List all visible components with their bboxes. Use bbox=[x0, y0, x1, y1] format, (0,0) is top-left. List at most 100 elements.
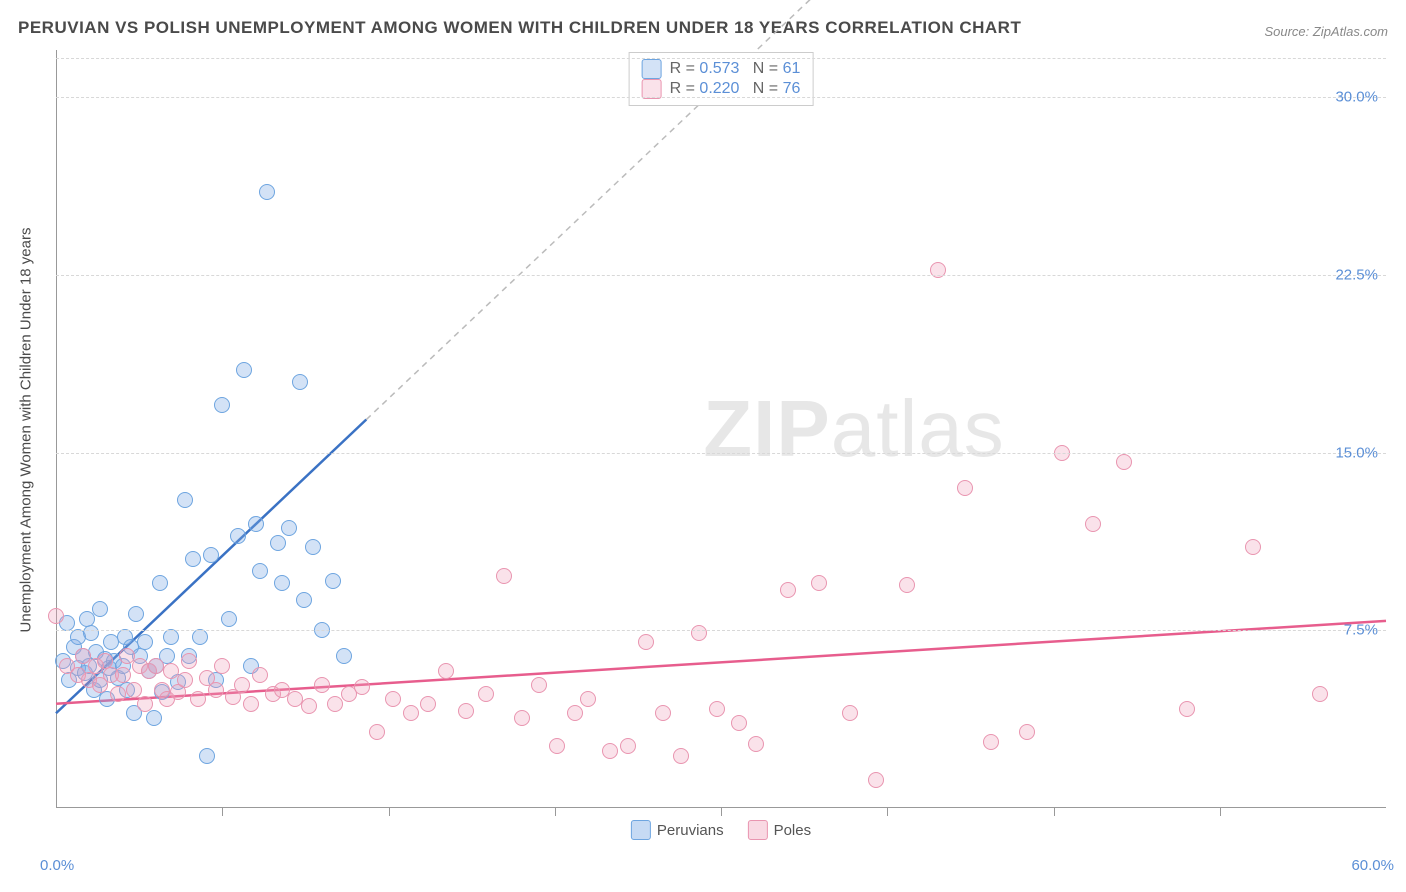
y-tick-label: 7.5% bbox=[1344, 622, 1378, 639]
y-tick-label: 30.0% bbox=[1335, 89, 1378, 106]
data-point bbox=[1085, 516, 1101, 532]
data-point bbox=[252, 667, 268, 683]
data-point bbox=[514, 710, 530, 726]
data-point bbox=[148, 658, 164, 674]
data-point bbox=[691, 625, 707, 641]
chart-area: ZIPatlas R = 0.573 N = 61R = 0.220 N = 7… bbox=[56, 50, 1386, 840]
data-point bbox=[1019, 724, 1035, 740]
data-point bbox=[221, 611, 237, 627]
data-point bbox=[137, 634, 153, 650]
data-point bbox=[203, 547, 219, 563]
data-point bbox=[243, 696, 259, 712]
data-point bbox=[709, 701, 725, 717]
x-tick bbox=[555, 808, 556, 816]
legend-swatch bbox=[748, 820, 768, 840]
gridline bbox=[56, 630, 1386, 631]
data-point bbox=[957, 480, 973, 496]
data-point bbox=[567, 705, 583, 721]
legend-swatch bbox=[631, 820, 651, 840]
data-point bbox=[580, 691, 596, 707]
chart-title: PERUVIAN VS POLISH UNEMPLOYMENT AMONG WO… bbox=[18, 18, 1021, 38]
y-tick-label: 22.5% bbox=[1335, 267, 1378, 284]
legend-label: Poles bbox=[774, 822, 812, 839]
data-point bbox=[811, 575, 827, 591]
data-point bbox=[983, 734, 999, 750]
data-point bbox=[496, 568, 512, 584]
data-point bbox=[48, 608, 64, 624]
data-point bbox=[354, 679, 370, 695]
data-point bbox=[252, 563, 268, 579]
data-point bbox=[478, 686, 494, 702]
series-legend: Peruvians Poles bbox=[631, 820, 811, 840]
x-tick bbox=[721, 808, 722, 816]
data-point bbox=[152, 575, 168, 591]
data-point bbox=[292, 374, 308, 390]
gridline bbox=[56, 453, 1386, 454]
data-point bbox=[177, 492, 193, 508]
data-point bbox=[305, 539, 321, 555]
x-tick bbox=[887, 808, 888, 816]
legend-row: R = 0.220 N = 76 bbox=[642, 79, 801, 99]
data-point bbox=[780, 582, 796, 598]
data-point bbox=[673, 748, 689, 764]
data-point bbox=[83, 625, 99, 641]
gridline bbox=[56, 275, 1386, 276]
data-point bbox=[314, 677, 330, 693]
data-point bbox=[126, 682, 142, 698]
y-tick-label: 15.0% bbox=[1335, 444, 1378, 461]
data-point bbox=[420, 696, 436, 712]
data-point bbox=[234, 677, 250, 693]
gridline bbox=[56, 58, 1386, 59]
data-point bbox=[236, 362, 252, 378]
legend-item: Poles bbox=[748, 820, 812, 840]
data-point bbox=[190, 691, 206, 707]
legend-swatch bbox=[642, 79, 662, 99]
data-point bbox=[602, 743, 618, 759]
legend-row: R = 0.573 N = 61 bbox=[642, 59, 801, 79]
x-tick bbox=[222, 808, 223, 816]
data-point bbox=[199, 748, 215, 764]
data-point bbox=[842, 705, 858, 721]
data-point bbox=[110, 686, 126, 702]
x-tick bbox=[389, 808, 390, 816]
data-point bbox=[325, 573, 341, 589]
legend-item: Peruvians bbox=[631, 820, 724, 840]
gridline bbox=[56, 97, 1386, 98]
data-point bbox=[214, 397, 230, 413]
data-point bbox=[549, 738, 565, 754]
x-tick bbox=[1220, 808, 1221, 816]
legend-stats: R = 0.573 N = 61 bbox=[670, 60, 801, 78]
data-point bbox=[281, 520, 297, 536]
data-point bbox=[403, 705, 419, 721]
data-point bbox=[163, 629, 179, 645]
x-axis-first-label: 0.0% bbox=[40, 857, 74, 874]
x-axis-last-label: 60.0% bbox=[1351, 857, 1394, 874]
data-point bbox=[230, 528, 246, 544]
data-point bbox=[1179, 701, 1195, 717]
data-point bbox=[270, 535, 286, 551]
data-point bbox=[115, 667, 131, 683]
legend-stats: R = 0.220 N = 76 bbox=[670, 80, 801, 98]
data-point bbox=[531, 677, 547, 693]
data-point bbox=[385, 691, 401, 707]
y-axis-label: Unemployment Among Women with Children U… bbox=[18, 228, 35, 633]
data-point bbox=[458, 703, 474, 719]
data-point bbox=[137, 696, 153, 712]
data-point bbox=[731, 715, 747, 731]
data-point bbox=[336, 648, 352, 664]
data-point bbox=[369, 724, 385, 740]
legend-swatch bbox=[642, 59, 662, 79]
data-point bbox=[899, 577, 915, 593]
data-point bbox=[301, 698, 317, 714]
data-point bbox=[638, 634, 654, 650]
data-point bbox=[185, 551, 201, 567]
x-tick bbox=[1054, 808, 1055, 816]
data-point bbox=[259, 184, 275, 200]
data-point bbox=[868, 772, 884, 788]
source-attribution: Source: ZipAtlas.com bbox=[1264, 24, 1388, 39]
scatter-plot bbox=[56, 50, 1386, 840]
data-point bbox=[1116, 454, 1132, 470]
data-point bbox=[177, 672, 193, 688]
data-point bbox=[192, 629, 208, 645]
data-point bbox=[748, 736, 764, 752]
